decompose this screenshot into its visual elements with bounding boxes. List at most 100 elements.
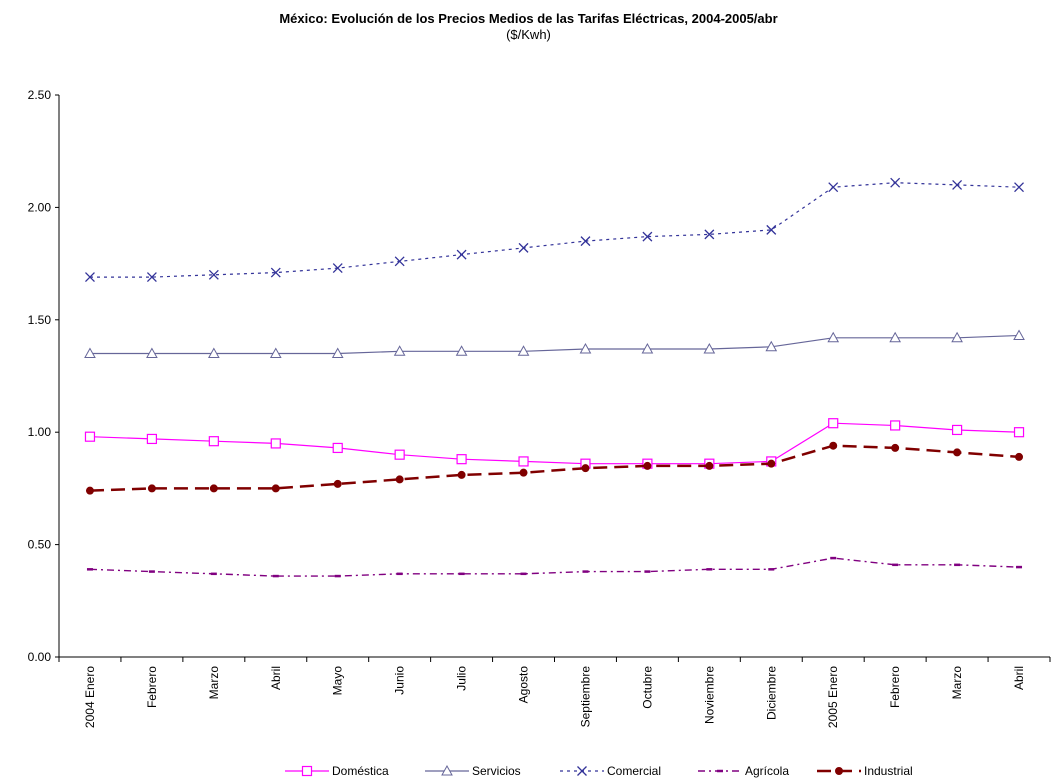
x-tick-label: Junio <box>393 666 407 695</box>
x-tick-label: Marzo <box>207 666 221 700</box>
data-point <box>952 179 963 190</box>
series-0 <box>84 418 1025 469</box>
data-point <box>456 249 467 260</box>
series-line <box>89 557 1020 577</box>
data-point <box>146 272 157 283</box>
x-tick-label: Agosto <box>517 666 531 704</box>
x-tick-label: Septiembre <box>578 666 592 728</box>
data-point <box>209 484 218 493</box>
x-tick-label: Diciembre <box>764 666 778 720</box>
series-line <box>90 182 1020 278</box>
y-tick-label: 1.00 <box>28 425 52 439</box>
data-point <box>393 345 406 356</box>
data-point <box>579 342 592 354</box>
data-point <box>891 443 900 452</box>
data-point <box>827 331 840 343</box>
data-point <box>703 342 716 354</box>
data-point <box>394 449 405 460</box>
data-point <box>889 331 902 343</box>
legend-item: Comercial <box>560 764 661 778</box>
series-4 <box>85 441 1024 495</box>
legend-item: Industrial <box>817 764 913 778</box>
data-point <box>208 269 219 280</box>
series-2 <box>85 177 1024 283</box>
legend-label: Comercial <box>607 764 661 778</box>
series-layer <box>84 177 1025 578</box>
data-point <box>518 242 529 253</box>
data-point <box>146 347 158 359</box>
x-tick-label: 2004 Enero <box>83 666 97 728</box>
x-tick-label: Octubre <box>640 666 654 709</box>
data-point <box>147 484 156 493</box>
data-point <box>269 347 282 359</box>
data-point <box>456 454 467 465</box>
series-1 <box>84 329 1025 359</box>
data-point <box>84 431 96 442</box>
data-point <box>1014 182 1024 193</box>
x-tick-label: Abril <box>1012 666 1026 690</box>
data-point <box>890 177 901 188</box>
chart-legend: Doméstica Servicios Comercial Agrícola Indus… <box>285 764 913 778</box>
x-tick-label: Febrero <box>145 666 159 708</box>
data-point <box>84 347 96 359</box>
legend-item: Doméstica <box>285 764 389 778</box>
chart-axes: 0.00 0.50 1.00 1.50 2.00 2.50 2004 Enero Febrer… <box>28 88 1051 728</box>
data-point <box>953 448 962 457</box>
series-line <box>89 422 1020 465</box>
data-point <box>455 345 468 356</box>
data-point <box>332 263 343 274</box>
legend-marker <box>301 765 313 777</box>
y-tick-label: 0.50 <box>28 538 52 552</box>
data-point <box>580 236 591 247</box>
data-point <box>518 456 529 467</box>
data-point <box>519 468 528 477</box>
data-point <box>705 461 714 470</box>
data-point <box>270 438 281 449</box>
data-point <box>332 442 343 454</box>
series-3 <box>86 556 1023 578</box>
data-point <box>642 231 653 242</box>
data-point <box>704 229 715 240</box>
data-point <box>395 475 404 484</box>
chart-title: México: Evolución de los Precios Medios … <box>279 11 778 26</box>
data-point <box>828 418 839 429</box>
x-tick-label: Noviembre <box>702 666 716 724</box>
x-tick-label: Febrero <box>888 666 902 708</box>
x-tick-label: Julio <box>455 666 469 691</box>
legend-label: Doméstica <box>332 764 389 778</box>
data-point <box>829 441 838 450</box>
y-tick-label: 2.00 <box>28 200 52 214</box>
data-point <box>890 420 901 431</box>
legend-item: Servicios <box>425 764 521 778</box>
x-tick-label: Abril <box>269 666 283 690</box>
chart-subtitle: ($/Kwh) <box>506 27 551 42</box>
series-line <box>89 444 1020 492</box>
data-point <box>1013 427 1025 438</box>
x-tick-label: Mayo <box>331 666 345 696</box>
legend-marker <box>441 764 453 776</box>
data-point <box>333 479 342 488</box>
y-tick-label: 0.00 <box>28 650 52 664</box>
y-tick-label: 1.50 <box>28 313 52 327</box>
data-point <box>1013 329 1025 341</box>
data-point <box>643 461 652 470</box>
data-point <box>517 345 530 356</box>
data-point <box>828 182 839 193</box>
data-point <box>394 256 405 267</box>
data-point <box>208 436 219 447</box>
data-point <box>85 486 94 495</box>
data-point <box>951 331 963 343</box>
data-point <box>641 342 654 354</box>
legend-label: Agrícola <box>745 764 789 778</box>
data-point <box>331 347 344 359</box>
data-point <box>581 464 590 473</box>
legend-label: Servicios <box>472 764 521 778</box>
data-point <box>457 470 466 479</box>
data-point <box>1015 452 1024 461</box>
data-point <box>271 484 280 493</box>
data-point <box>767 459 776 468</box>
data-point <box>85 272 95 283</box>
data-point <box>270 267 281 278</box>
legend-item: Agrícola <box>698 764 789 778</box>
